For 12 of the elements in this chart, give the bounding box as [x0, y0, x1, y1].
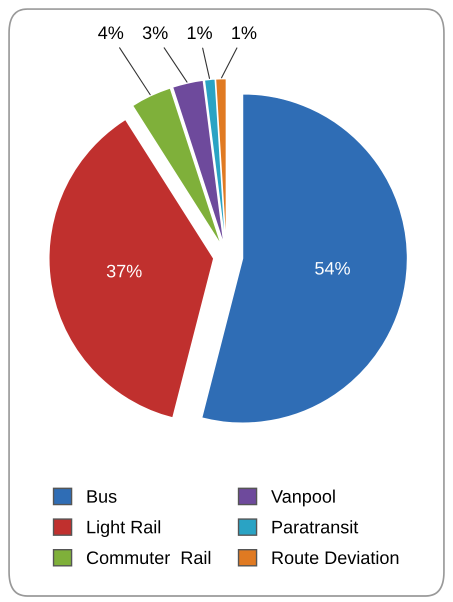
data-label: 3% [142, 26, 168, 40]
legend-label: Paratransit [272, 520, 358, 534]
legend-label: Commuter Rail [86, 550, 210, 564]
legend-label: Route Deviation [272, 550, 398, 564]
legend-label: Light Rail [88, 520, 160, 538]
data-label: 37% [106, 264, 142, 278]
data-label: 54% [315, 262, 350, 275]
legend-label: Vanpool [271, 490, 335, 506]
data-label: 1% [232, 26, 256, 40]
data-label: 4% [98, 26, 124, 40]
data-label: 1% [188, 26, 212, 40]
legend-label: Bus [88, 490, 116, 503]
